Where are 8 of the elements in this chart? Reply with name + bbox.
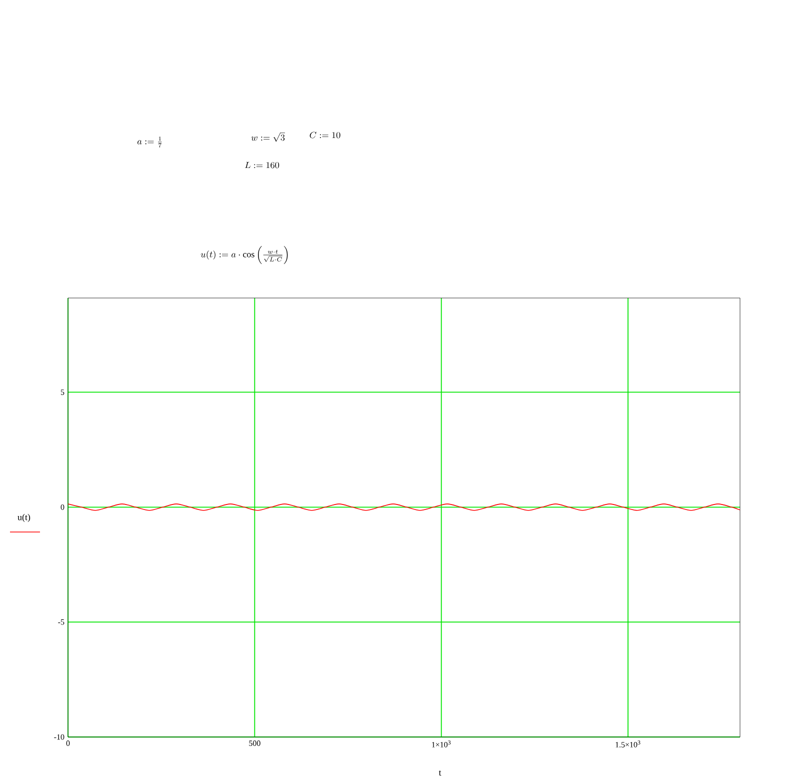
line-series: [68, 504, 740, 511]
x-axis-title: t: [438, 770, 442, 776]
text: $L := 160$: [244, 162, 280, 168]
text: $w := \sqrt{3}$: [251, 132, 285, 142]
text: $u(t) := a \cdot \cos\left(\frac{w \cdot t}{\sqrt{L \cdot C}}\right)$: [200, 246, 288, 264]
text: $a := \frac{1}{7}$: [137, 136, 162, 148]
y-axis-title: u(t): [18, 514, 30, 522]
text: $C := 10$: [310, 132, 340, 138]
